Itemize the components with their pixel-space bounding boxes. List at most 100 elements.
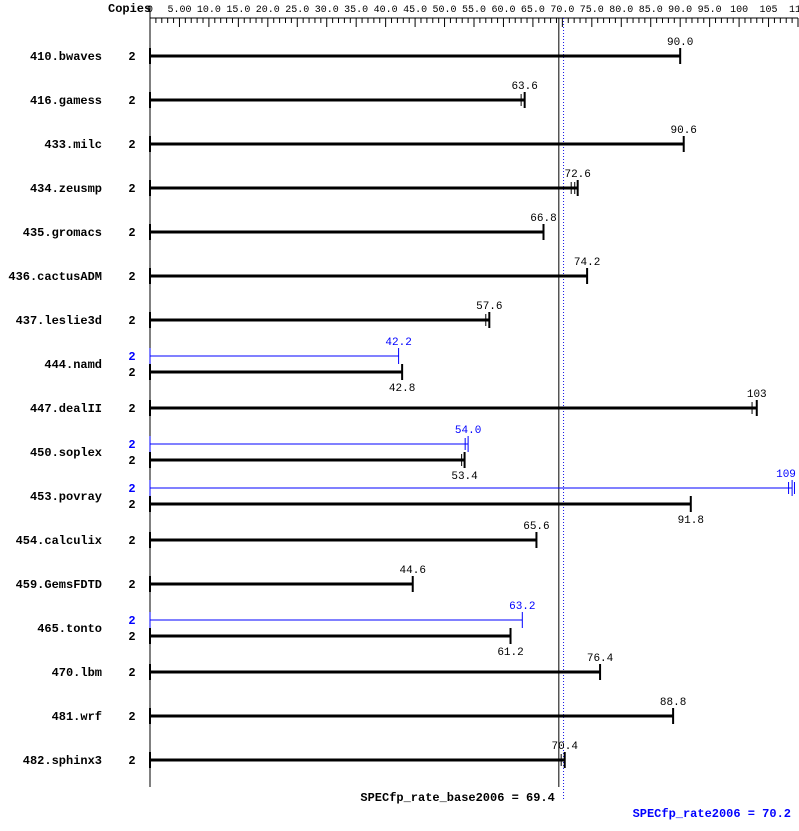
copies-value: 2 [128,630,135,644]
copies-value: 2 [128,366,135,380]
value-label: 44.6 [400,565,426,577]
value-label: 42.2 [385,337,411,349]
benchmark-row: 444.namd 2 42.2 2 42.8 [44,337,415,395]
copies-value: 2 [128,138,135,152]
copies-value: 2 [128,710,135,724]
axis-tick-label: 10.0 [197,5,221,16]
value-label: 90.6 [671,125,697,137]
value-label: 66.8 [530,213,556,225]
axis-tick-label: 65.0 [521,5,545,16]
axis-tick-label: 85.0 [639,5,663,16]
copies-value: 2 [128,50,135,64]
axis-tick-label: 5.00 [167,5,191,16]
value-label: 91.8 [678,515,704,527]
peakline-label: SPECfp_rate2006 = 70.2 [633,807,791,821]
axis-tick-label: 105 [760,5,778,16]
axis-tick-label: 80.0 [609,5,633,16]
baseline-label: SPECfp_rate_base2006 = 69.4 [360,791,554,805]
copies-value: 2 [128,666,135,680]
x-axis: Copies0 5.00 10.0 15.0 20.0 25.0 30.0 35.0 40.0 4… [108,2,799,787]
value-label: 63.6 [511,81,537,93]
benchmark-name: 437.leslie3d [16,314,102,328]
benchmark-name: 481.wrf [52,710,102,724]
benchmark-name: 410.bwaves [30,50,102,64]
benchmark-name: 450.soplex [30,446,102,460]
axis-tick-label: 0 [147,5,153,16]
benchmark-name: 454.calculix [16,534,102,548]
benchmark-row: 465.tonto 2 63.2 2 61.2 [37,601,535,659]
copies-value: 2 [128,454,135,468]
copies-value: 2 [128,614,135,628]
value-label: 61.2 [497,647,523,659]
benchmark-row: 436.cactusADM274.2 [8,257,600,284]
value-label: 54.0 [455,425,481,437]
copies-value: 2 [128,270,135,284]
value-label: 76.4 [587,653,614,665]
benchmark-name: 447.dealII [30,402,102,416]
benchmark-row: 437.leslie3d257.6 [16,301,503,328]
axis-tick-label: 55.0 [462,5,486,16]
value-label: 72.6 [564,169,590,181]
axis-tick-label: 50.0 [433,5,457,16]
value-label: 53.4 [451,471,478,483]
benchmark-row: 481.wrf 2 88.8 [52,697,687,724]
benchmark-row: 450.soplex 2 54.0 2 53.4 [30,425,481,483]
copies-value: 2 [128,438,135,452]
value-label: 57.6 [476,301,502,313]
benchmark-row: 453.povray2109291.8 [30,469,796,527]
copies-value: 2 [128,534,135,548]
copies-value: 2 [128,182,135,196]
benchmark-name: 459.GemsFDTD [16,578,102,592]
copies-value: 2 [128,754,135,768]
benchmark-name: 436.cactusADM [8,270,102,284]
benchmark-name: 465.tonto [37,622,102,636]
benchmark-rows: 410.bwaves 2 90.0 416.gamess 2 63.6 433.milc 2 9… [8,37,796,768]
axis-tick-label: 70.0 [550,5,574,16]
copies-value: 2 [128,402,135,416]
header-copies: Copies [108,2,151,16]
value-label: 109 [776,469,796,481]
value-label: 88.8 [660,697,686,709]
value-label: 63.2 [509,601,535,613]
axis-tick-label: 45.0 [403,5,427,16]
axis-tick-label: 20.0 [256,5,280,16]
benchmark-row: 410.bwaves 2 90.0 [30,37,693,64]
axis-tick-label: 90.0 [668,5,692,16]
copies-value: 2 [128,482,135,496]
axis-tick-label: 35.0 [344,5,368,16]
benchmark-name: 482.sphinx3 [23,754,102,768]
benchmark-name: 434.zeusmp [30,182,102,196]
value-label: 103 [747,389,767,401]
value-label: 90.0 [667,37,693,49]
axis-tick-label: 40.0 [374,5,398,16]
specfp-chart: Copies0 5.00 10.0 15.0 20.0 25.0 30.0 35.0 40.0 4… [0,0,799,831]
value-label: 42.8 [389,383,415,395]
benchmark-name: 416.gamess [30,94,102,108]
axis-tick-label: 75.0 [580,5,604,16]
benchmark-name: 453.povray [30,490,102,504]
benchmark-name: 433.milc [44,138,102,152]
axis-tick-label: 100 [730,5,748,16]
benchmark-name: 470.lbm [52,666,102,680]
axis-tick-label: 15.0 [226,5,250,16]
benchmark-row: 482.sphinx3 2 70.4 [23,741,579,768]
axis-tick-label: 60.0 [491,5,515,16]
copies-value: 2 [128,226,135,240]
axis-tick-label: 95.0 [698,5,722,16]
copies-value: 2 [128,350,135,364]
copies-value: 2 [128,94,135,108]
benchmark-row: 454.calculix 2 65.6 [16,521,550,548]
value-label: 70.4 [552,741,579,753]
axis-tick-label: 110 [789,5,799,16]
benchmark-row: 433.milc 2 90.6 [44,125,697,152]
copies-value: 2 [128,578,135,592]
benchmark-name: 435.gromacs [23,226,102,240]
axis-tick-label: 30.0 [315,5,339,16]
benchmark-name: 444.namd [44,358,102,372]
value-label: 65.6 [523,521,549,533]
benchmark-row: 470.lbm 2 76.4 [52,653,614,680]
benchmark-row: 435.gromacs 2 66.8 [23,213,557,240]
benchmark-row: 459.GemsFDTD 2 44.6 [16,565,426,592]
benchmark-row: 434.zeusmp 2 72.6 [30,169,591,196]
axis-tick-label: 25.0 [285,5,309,16]
